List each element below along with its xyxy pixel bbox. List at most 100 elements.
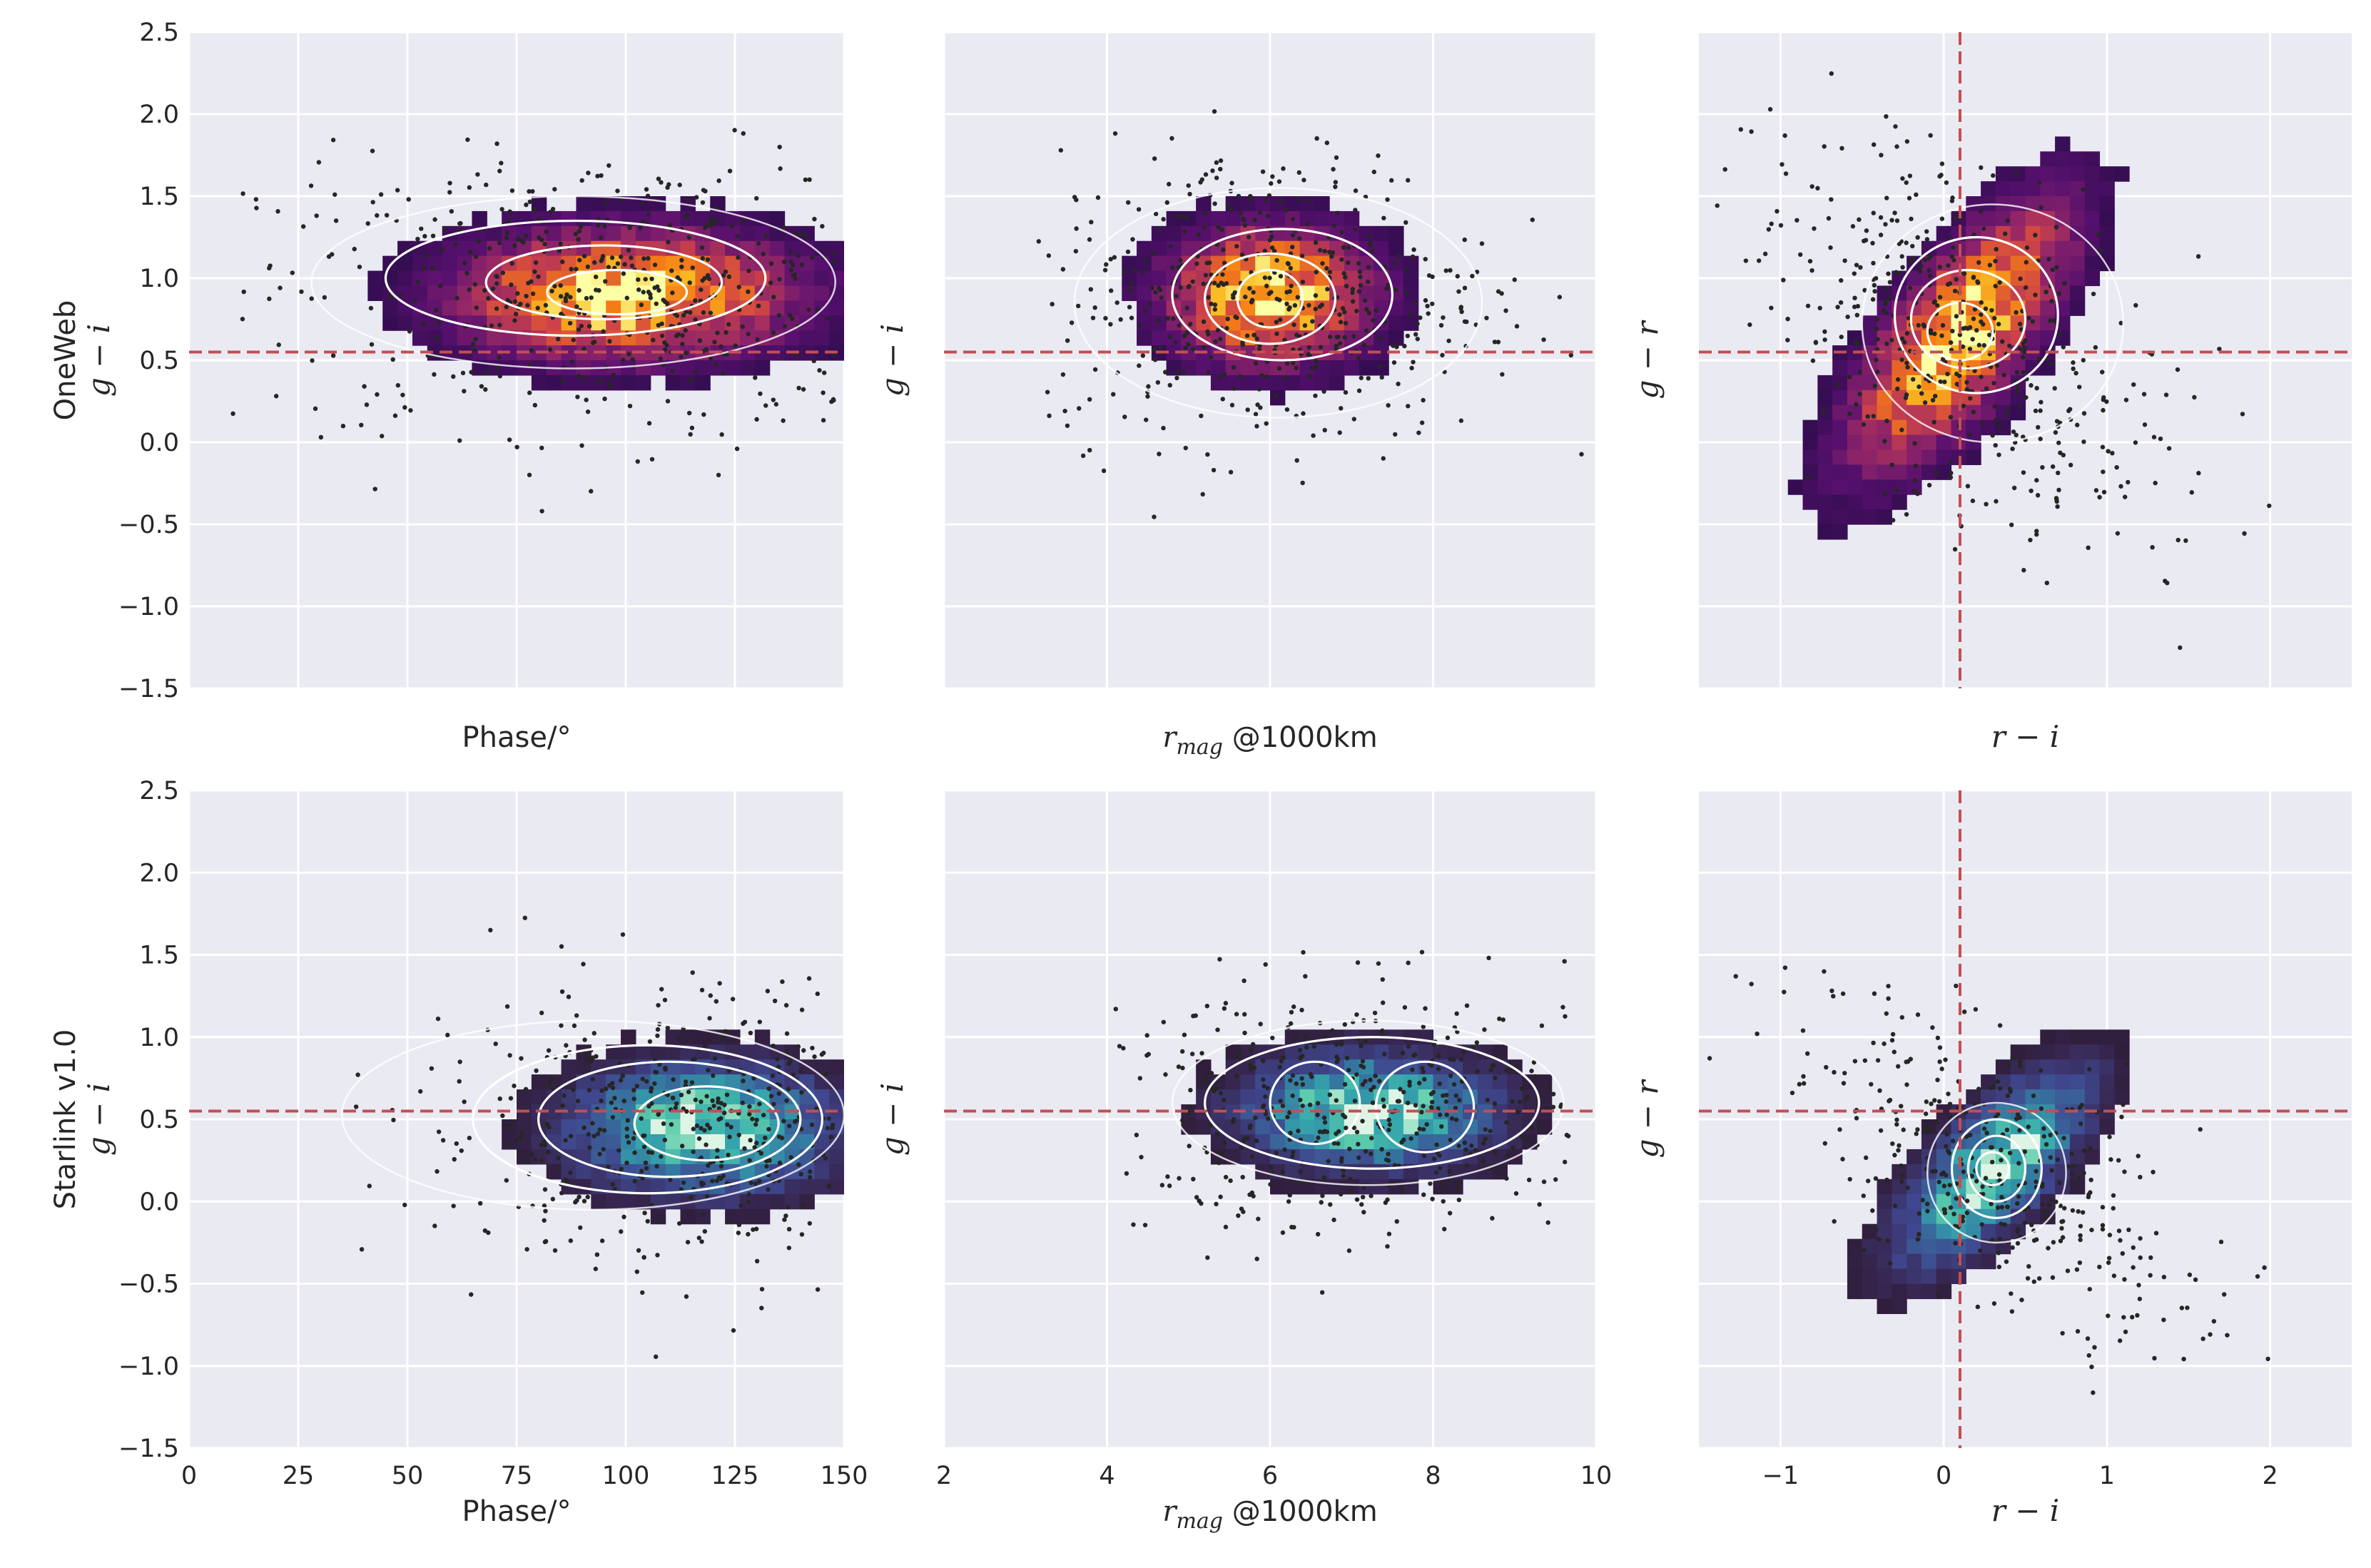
density-cell bbox=[1862, 419, 1878, 436]
scatter-point bbox=[1971, 316, 1976, 322]
scatter-point bbox=[1203, 273, 1209, 278]
scatter-point bbox=[504, 230, 510, 235]
density-cell bbox=[739, 270, 756, 287]
scatter-point bbox=[1862, 238, 1867, 244]
scatter-point bbox=[1994, 417, 1999, 422]
scatter-point bbox=[1157, 226, 1162, 232]
scatter-point bbox=[1954, 1196, 1959, 1201]
scatter-point bbox=[1852, 304, 1857, 310]
scatter-point bbox=[2097, 248, 2103, 254]
density-cell bbox=[502, 315, 517, 331]
scatter-point bbox=[533, 260, 539, 265]
density-cell bbox=[1255, 255, 1271, 272]
density-cell bbox=[1921, 270, 1937, 287]
scatter-point bbox=[1127, 305, 1132, 310]
scatter-point bbox=[1991, 1084, 1996, 1090]
scatter-point bbox=[1912, 478, 1918, 483]
scatter-point bbox=[1836, 382, 1841, 387]
x-tick-label: 125 bbox=[711, 1462, 759, 1490]
density-cell bbox=[546, 375, 562, 391]
scatter-point bbox=[1974, 1178, 1979, 1183]
scatter-point bbox=[806, 976, 812, 981]
density-cell bbox=[1477, 1089, 1493, 1105]
density-cell bbox=[412, 315, 428, 331]
density-cell bbox=[1270, 210, 1286, 227]
scatter-point bbox=[563, 1138, 568, 1143]
scatter-point bbox=[1182, 370, 1187, 375]
scatter-point bbox=[1861, 1193, 1866, 1198]
scatter-point bbox=[1439, 1124, 1444, 1129]
density-cell bbox=[502, 1134, 517, 1150]
scatter-point bbox=[1217, 957, 1222, 962]
scatter-point bbox=[2118, 320, 2123, 326]
scatter-point bbox=[1430, 301, 1435, 307]
scatter-point bbox=[1463, 1147, 1468, 1152]
scatter-point bbox=[1835, 305, 1840, 310]
scatter-point bbox=[1353, 228, 1358, 233]
scatter-point bbox=[1179, 214, 1185, 219]
scatter-point bbox=[736, 1231, 741, 1236]
density-cell bbox=[1329, 315, 1345, 331]
scatter-point bbox=[290, 270, 295, 275]
scatter-point bbox=[519, 238, 524, 243]
y-axis-label: g − i bbox=[875, 1083, 910, 1156]
scatter-point bbox=[1889, 1038, 1895, 1043]
density-cell bbox=[576, 210, 592, 227]
density-cell bbox=[1847, 404, 1863, 421]
scatter-point bbox=[557, 248, 562, 253]
density-cell bbox=[2069, 285, 2086, 301]
scatter-point bbox=[742, 1146, 747, 1151]
scatter-point bbox=[1131, 1222, 1136, 1227]
density-cell bbox=[2069, 1119, 2086, 1135]
scatter-point bbox=[1320, 1193, 1325, 1198]
scatter-point bbox=[1801, 1081, 1807, 1086]
density-cell bbox=[531, 285, 547, 301]
density-cell bbox=[2025, 1149, 2041, 1165]
density-cell bbox=[739, 255, 756, 272]
scatter-point bbox=[1291, 1149, 1296, 1155]
scatter-point bbox=[629, 255, 634, 260]
scatter-point bbox=[536, 216, 542, 222]
scatter-point bbox=[1087, 237, 1092, 242]
y-axis-label: g − r bbox=[1630, 320, 1665, 399]
density-cell bbox=[1433, 1178, 1448, 1195]
y-axis-label: g − i bbox=[81, 1083, 116, 1156]
scatter-point bbox=[821, 417, 826, 423]
density-cell bbox=[1995, 330, 2011, 346]
scatter-point bbox=[1417, 1081, 1422, 1086]
scatter-point bbox=[1973, 1007, 1979, 1012]
scatter-point bbox=[2054, 419, 2060, 424]
scatter-point bbox=[2071, 1164, 2076, 1169]
scatter-point bbox=[2179, 1305, 2185, 1310]
scatter-point bbox=[644, 187, 649, 192]
scatter-point bbox=[2100, 370, 2105, 375]
scatter-point bbox=[484, 369, 489, 375]
scatter-point bbox=[821, 390, 826, 395]
scatter-point bbox=[1362, 298, 1368, 303]
scatter-point bbox=[1490, 1216, 1495, 1221]
scatter-point bbox=[649, 276, 654, 282]
scatter-point bbox=[1296, 1129, 1301, 1134]
scatter-point bbox=[1251, 1193, 1256, 1198]
density-cell bbox=[1403, 1029, 1419, 1045]
density-cell bbox=[1492, 1119, 1508, 1135]
scatter-point bbox=[2019, 327, 2024, 332]
density-cell bbox=[1877, 509, 1892, 525]
scatter-point bbox=[1957, 373, 1962, 379]
density-cell bbox=[1359, 285, 1375, 301]
scatter-point bbox=[1050, 302, 1055, 307]
scatter-point bbox=[1195, 254, 1200, 259]
scatter-point bbox=[435, 335, 440, 341]
scatter-point bbox=[1441, 1198, 1446, 1204]
density-cell bbox=[1981, 1253, 1996, 1270]
density-cell bbox=[754, 1089, 771, 1105]
density-cell bbox=[1995, 196, 2011, 212]
scatter-point bbox=[1405, 1100, 1411, 1106]
scatter-point bbox=[1410, 1067, 1415, 1072]
density-cell bbox=[487, 330, 502, 346]
scatter-point bbox=[1979, 375, 1984, 380]
scatter-point bbox=[2053, 1199, 2058, 1204]
density-cell bbox=[2084, 196, 2101, 212]
scatter-point bbox=[1464, 319, 1469, 325]
scatter-point bbox=[1199, 1051, 1204, 1056]
